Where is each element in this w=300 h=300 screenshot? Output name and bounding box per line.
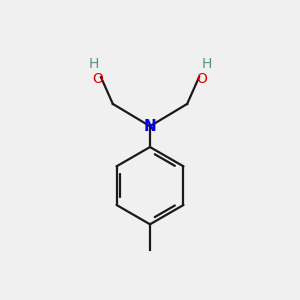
Text: O: O [196,72,208,86]
Text: H: H [201,57,212,71]
Text: O: O [92,72,104,86]
Text: H: H [88,57,99,71]
Text: N: N [144,119,156,134]
